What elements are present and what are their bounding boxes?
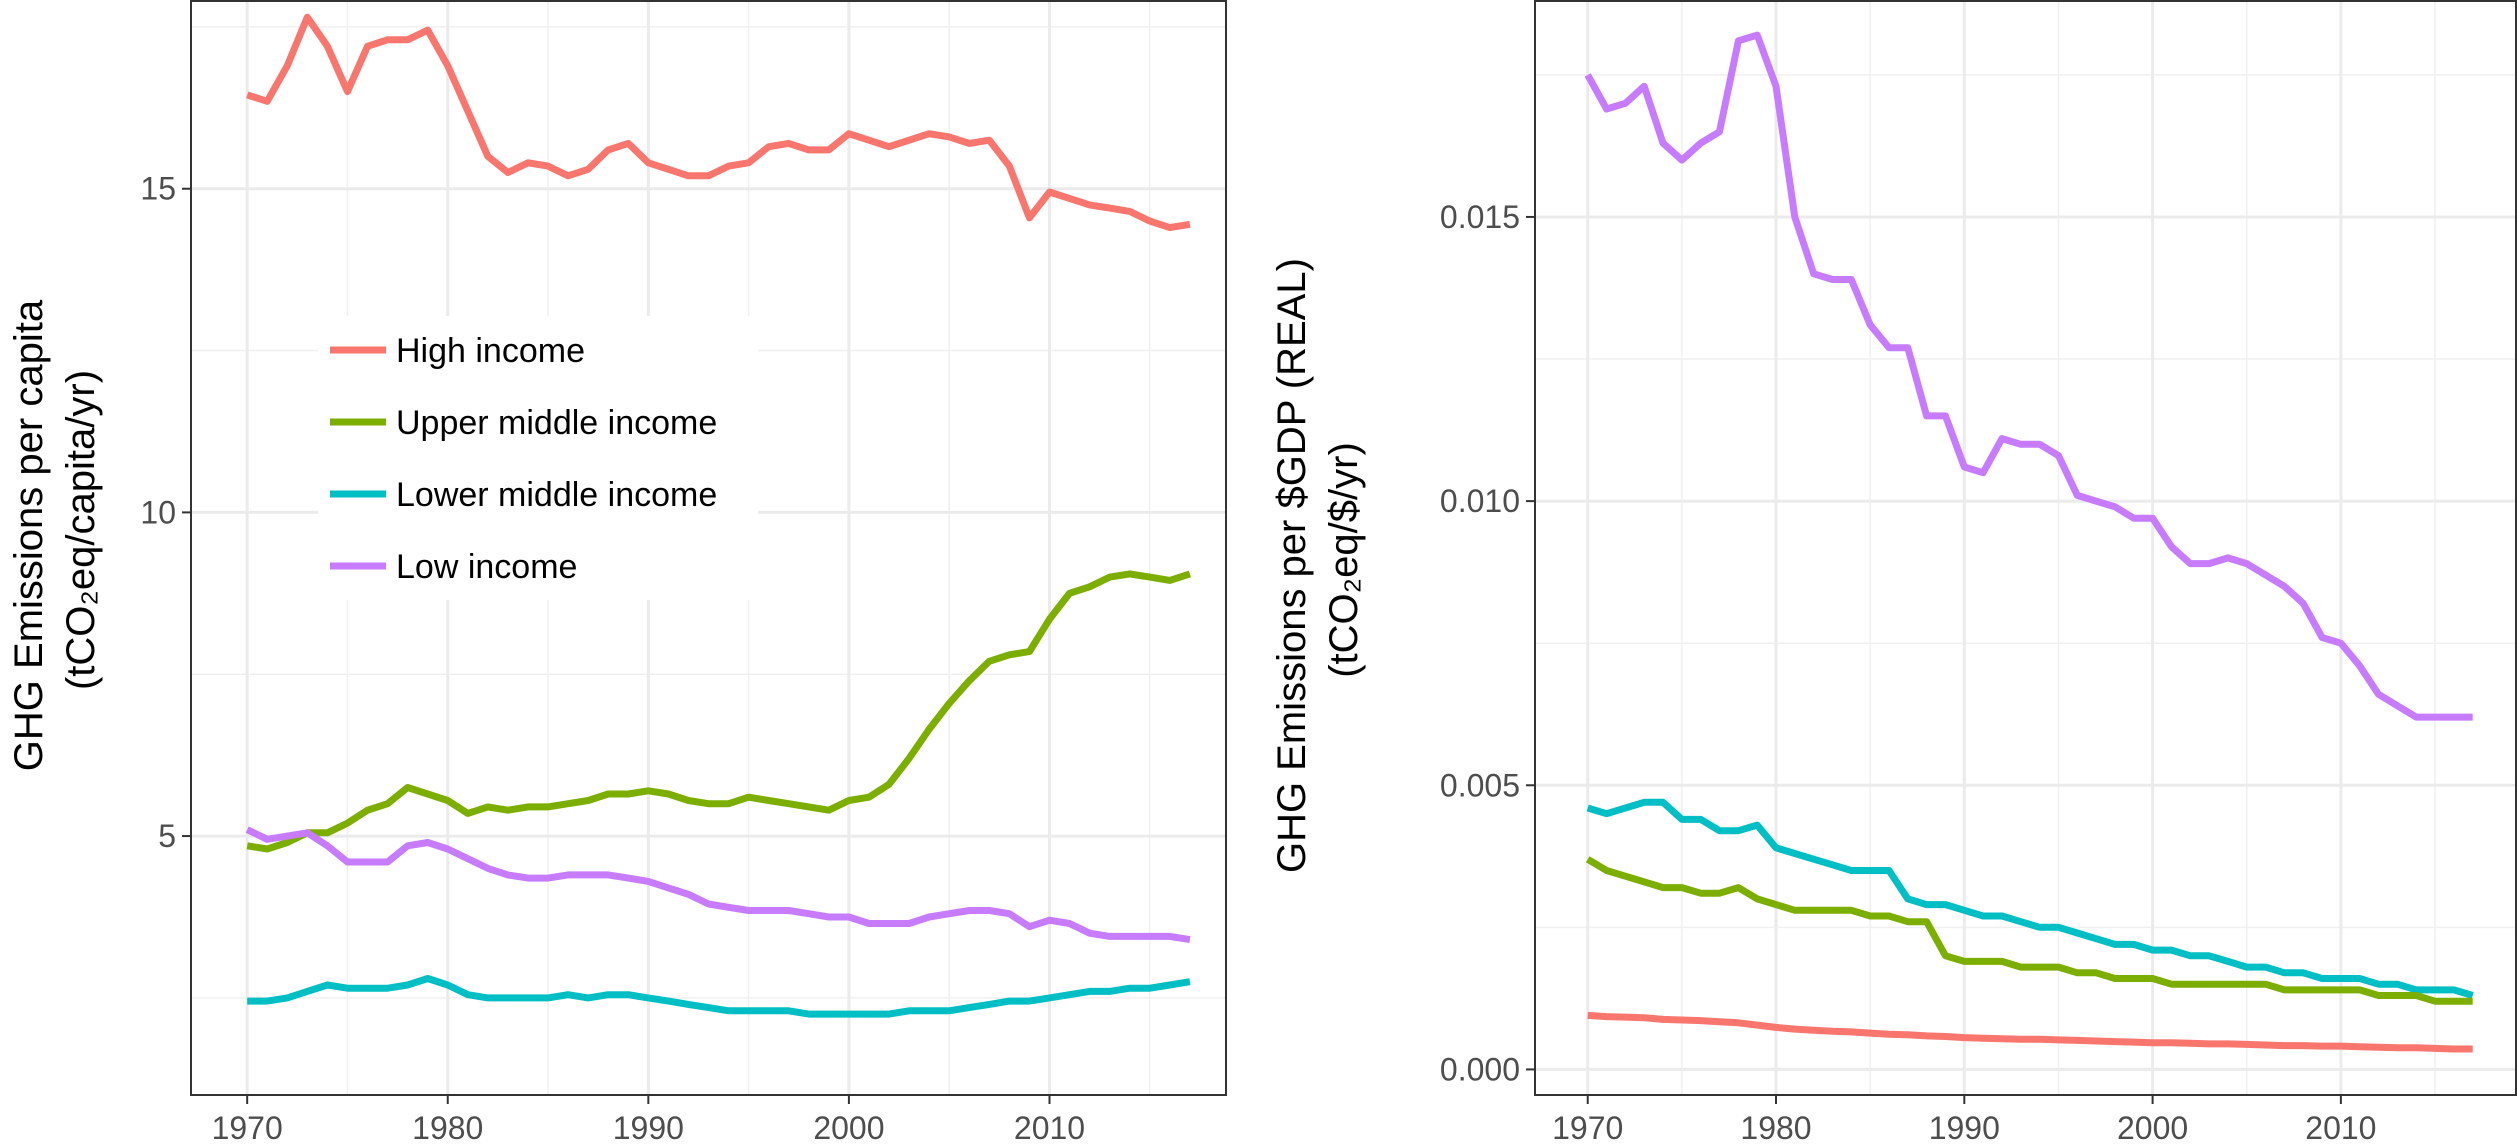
x-tick-label: 2000 [813,1110,884,1144]
legend-label-upper-middle-income: Upper middle income [396,404,717,442]
x-tick-label: 1980 [412,1110,483,1144]
legend-item-lower-middle-income: Lower middle income [330,476,717,514]
y-axis-title-line-1: GHG Emissions per capita [7,299,51,771]
x-tick-label: 1970 [212,1110,283,1144]
legend: High income Upper middle income Lower midd… [318,316,758,600]
legend-item-upper-middle-income: Upper middle income [330,404,717,442]
y-axis-title-line-1: GHG Emissions per $GDP (REAL) [1270,258,1314,873]
y-tick-label: 0.010 [1440,483,1520,519]
legend-label-lower-middle-income: Lower middle income [396,476,717,514]
y-tick-label: 0.005 [1440,767,1520,803]
y-tick-label: 0.015 [1440,199,1520,235]
x-tick-label: 1990 [1929,1110,2000,1144]
panel-border [190,0,1227,1096]
axis-ticks [182,187,1051,1104]
series-line-upper-middle-income [246,570,1191,853]
x-tick-label: 1980 [1740,1110,1811,1144]
grid-major [1535,1,2516,1095]
axis-ticks [1526,215,2342,1104]
series-line-lower-middle-income [1586,798,2474,999]
legend-label-low-income: Low income [396,548,577,586]
y-axis-title-line-2: (tCO₂eq/$/yr) [1322,442,1366,678]
y-tick-label: 15 [140,171,176,207]
series-line-high-income [246,13,1191,232]
y-tick-label: 10 [140,494,176,530]
panel-border [1534,0,2517,1096]
legend-item-high-income: High income [330,332,585,370]
y-axis-title: GHG Emissions per $GDP (REAL) (tCO₂eq/$/… [1270,247,1366,873]
y-tick-label: 5 [158,818,176,854]
series-line-low-income [245,826,1191,944]
series-line-lower-middle-income [247,975,1191,1018]
series-line-high-income [1587,1011,2473,1053]
legend-label-high-income: High income [396,332,585,370]
series-line-low-income [1584,31,2473,721]
x-tick-label: 1970 [1552,1110,1623,1144]
y-axis-title-line-2: (tCO₂eq/capita/yr) [59,370,103,690]
legend-item-low-income: Low income [330,548,577,586]
x-tick-label: 2010 [1014,1110,1085,1144]
series-lines [245,13,1191,1018]
x-tick-label: 1990 [613,1110,684,1144]
series-line-upper-middle-income [1585,856,2473,1005]
legend-background [318,316,758,600]
axis-tick-labels: 1970 1980 1990 2000 2010 5 10 15 [140,171,1085,1144]
axis-tick-labels: 1970 1980 1990 2000 2010 0.000 0.005 0.010 0.015 [1440,199,2377,1144]
panel-per-capita: 1970 1980 1990 2000 2010 5 10 15 GHG Emissions … [7,0,1227,1144]
series-lines [1584,31,2474,1053]
panel-per-gdp: 1970 1980 1990 2000 2010 0.000 0.005 0.010 0.015… [1270,0,2517,1144]
y-tick-label: 0.000 [1440,1051,1520,1087]
x-tick-label: 2000 [2117,1110,2188,1144]
y-axis-title: GHG Emissions per capita (tCO₂eq/capita/… [7,289,103,771]
x-tick-label: 2010 [2305,1110,2376,1144]
